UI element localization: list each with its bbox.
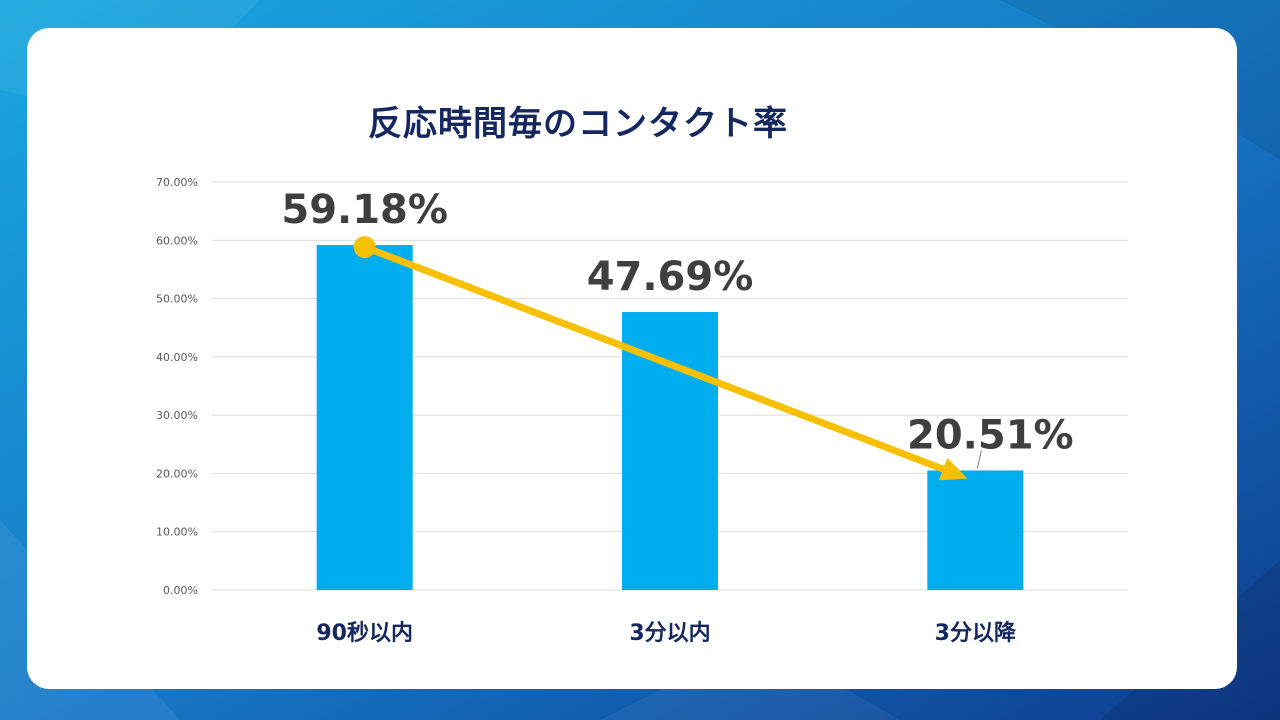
y-tick-label: 10.00%	[156, 526, 198, 539]
y-tick-label: 40.00%	[156, 351, 198, 364]
leader-line	[976, 450, 982, 469]
data-labels: 59.18% 47.69% 20.51%	[281, 187, 1074, 469]
bars	[316, 245, 1024, 591]
arrow-head	[938, 457, 968, 481]
data-label-2: 47.69%	[587, 254, 754, 300]
y-tick-label: 30.00%	[156, 409, 198, 422]
data-label-3: 20.51%	[907, 412, 1074, 458]
arrow-start-dot	[353, 236, 376, 259]
bar-2	[622, 312, 718, 590]
arrow-shaft	[361, 243, 947, 473]
y-tick-label: 20.00%	[156, 467, 198, 480]
y-tick-label: 70.00%	[156, 176, 198, 189]
trend-arrow	[353, 236, 968, 481]
y-tick-label: 0.00%	[163, 584, 198, 597]
data-label-1: 59.18%	[281, 187, 448, 233]
y-tick-label: 50.00%	[156, 293, 198, 306]
category-label-1: 90秒以内	[316, 621, 413, 646]
y-axis-tick-labels: 0.00% 10.00% 20.00% 30.00% 40.00% 50.00% 60.00…	[156, 176, 198, 597]
chart-title: 反応時間毎のコンタクト率	[368, 104, 788, 144]
bar-3	[927, 470, 1024, 590]
x-axis-category-labels: 90秒以内 3分以内 3分以降	[316, 621, 1017, 646]
bar-1	[316, 245, 413, 591]
category-label-3: 3分以降	[935, 621, 1017, 646]
y-tick-label: 60.00%	[156, 234, 198, 247]
category-label-2: 3分以内	[629, 621, 710, 646]
